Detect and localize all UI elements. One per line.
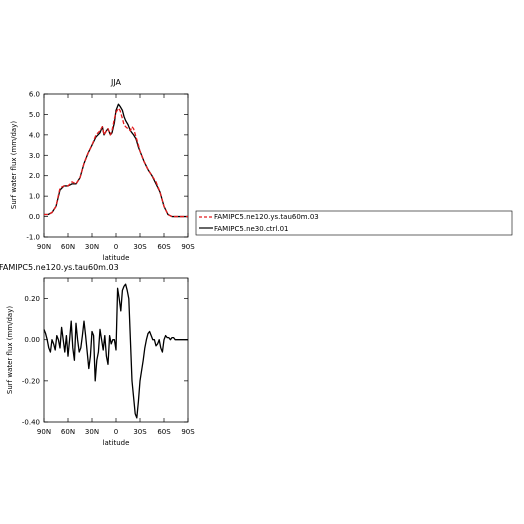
series-line-0 — [44, 107, 188, 218]
x-tick-label: 60N — [61, 243, 75, 251]
y-tick-label: 6.0 — [29, 91, 40, 99]
y-tick-label: 5.0 — [29, 111, 40, 119]
y-axis-label: Surf water flux (mm/day) — [6, 306, 14, 394]
y-tick-label: 0.0 — [29, 213, 40, 221]
x-tick-label: 30N — [85, 243, 99, 251]
x-tick-label: 30S — [133, 428, 147, 436]
series-line-0 — [43, 283, 188, 419]
y-tick-label: 3.0 — [29, 152, 40, 160]
y-tick-label: -0.20 — [22, 377, 40, 385]
x-tick-label: 0 — [114, 428, 118, 436]
chart-panel-bottom: FAMIPC5.ne120.ys.tau60m.03 90N 60N 30N 0 30S… — [0, 263, 195, 447]
x-tick-label: 30S — [133, 243, 147, 251]
plot-frame — [43, 93, 189, 238]
legend-label-ne30: FAMIPC5.ne30.ctrl.01 — [214, 225, 289, 233]
x-tick-label: 90N — [37, 428, 51, 436]
y-tick-label: -0.40 — [22, 419, 40, 427]
x-tick-label: 30N — [85, 428, 99, 436]
y-tick-label: -1.0 — [26, 234, 40, 242]
legend-label-ne120: FAMIPC5.ne120.ys.tau60m.03 — [214, 213, 319, 221]
y-axis-label: Surf water flux (mm/day) — [10, 121, 18, 209]
x-tick-label: 60S — [157, 243, 171, 251]
legend-box — [195, 210, 513, 236]
x-axis-label: latitude — [103, 439, 130, 447]
x-tick-label: 0 — [114, 243, 118, 251]
chart-panel-top: JJA 90N 60N 30N 0 30S 60S 90S -1.0 0.0 1.0 2.0 3.0 4… — [10, 78, 195, 262]
axis-ticks: 90N 60N 30N 0 30S 60S 90S -0.40 -0.20 0.00 0.20 — [22, 278, 195, 436]
y-tick-label: 2.0 — [29, 172, 40, 180]
x-tick-label: 90S — [181, 243, 195, 251]
x-axis-label: latitude — [103, 254, 130, 262]
x-tick-label: 90S — [181, 428, 195, 436]
chart-title: JJA — [110, 78, 122, 87]
y-tick-label: 4.0 — [29, 131, 40, 139]
y-tick-label: 0.20 — [24, 295, 40, 303]
y-tick-label: 0.00 — [24, 336, 40, 344]
axis-ticks: 90N 60N 30N 0 30S 60S 90S -1.0 0.0 1.0 2.0 3.0 4.0 5.… — [26, 91, 195, 252]
legend: FAMIPC5.ne120.ys.tau60m.03 FAMIPC5.ne30.… — [195, 210, 513, 236]
series-lines — [43, 283, 188, 419]
x-tick-label: 90N — [37, 243, 51, 251]
x-tick-label: 60N — [61, 428, 75, 436]
x-tick-label: 60S — [157, 428, 171, 436]
y-tick-label: 1.0 — [29, 193, 40, 201]
series-lines — [44, 103, 188, 218]
series-line-1 — [44, 103, 188, 218]
chart-title: FAMIPC5.ne120.ys.tau60m.03 — [0, 263, 119, 272]
